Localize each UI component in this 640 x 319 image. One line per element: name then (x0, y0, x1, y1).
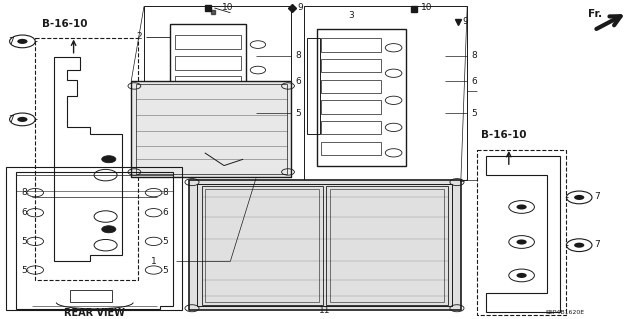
Circle shape (516, 204, 527, 210)
Text: 7: 7 (594, 192, 600, 201)
Text: 11: 11 (319, 306, 330, 315)
Text: 6: 6 (21, 208, 27, 217)
Text: REAR VIEW: REAR VIEW (64, 308, 125, 318)
Text: Fr.: Fr. (588, 9, 602, 19)
Text: 3: 3 (348, 11, 353, 20)
Text: 8: 8 (471, 51, 477, 60)
Circle shape (516, 240, 527, 245)
Text: B-16-10: B-16-10 (42, 19, 87, 29)
Text: 6: 6 (471, 77, 477, 86)
Text: 8: 8 (21, 188, 27, 197)
Text: 8: 8 (162, 188, 168, 197)
Circle shape (574, 243, 584, 248)
Text: 9: 9 (463, 17, 468, 26)
Text: 5: 5 (21, 265, 27, 275)
Text: 10: 10 (222, 4, 234, 12)
Text: B-16-10: B-16-10 (481, 130, 527, 140)
Circle shape (17, 117, 28, 122)
Circle shape (102, 226, 116, 233)
Circle shape (17, 39, 28, 44)
Text: 2: 2 (136, 32, 142, 41)
Text: 7: 7 (9, 37, 14, 46)
Text: 7: 7 (9, 115, 14, 124)
Text: 6: 6 (296, 77, 301, 86)
Text: 8: 8 (296, 51, 301, 60)
Text: 1: 1 (151, 256, 156, 266)
Text: SEP4B1620E: SEP4B1620E (545, 310, 584, 315)
Circle shape (574, 195, 584, 200)
Text: 5: 5 (162, 237, 168, 246)
Text: 6: 6 (162, 208, 168, 217)
Polygon shape (131, 81, 291, 177)
Text: 5: 5 (296, 108, 301, 117)
Polygon shape (189, 180, 461, 310)
Text: 7: 7 (594, 240, 600, 249)
Circle shape (516, 273, 527, 278)
Text: 5: 5 (471, 108, 477, 117)
Circle shape (102, 156, 116, 163)
Text: 5: 5 (162, 265, 168, 275)
Text: 5: 5 (21, 237, 27, 246)
Text: 9: 9 (298, 4, 303, 12)
Text: 10: 10 (421, 4, 433, 12)
